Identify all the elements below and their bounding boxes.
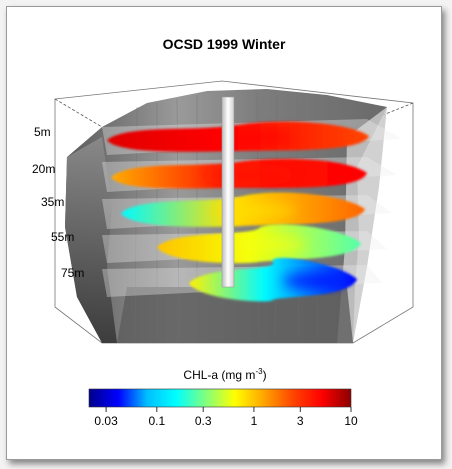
chl-layer-75m <box>189 258 357 302</box>
depth-label-20m: 20m <box>32 162 55 176</box>
figure-frame: OCSD 1999 Winter <box>6 6 442 460</box>
colorbar-ticks: 0.03 0.1 0.3 1 3 10 <box>94 407 358 428</box>
colorbar-tick-label: 0.1 <box>149 414 166 428</box>
depth-label-55m: 55m <box>51 230 74 244</box>
outfall-pipe <box>221 96 235 288</box>
chlorophyll-layers <box>107 121 369 302</box>
colorbar-title-sup: -3 <box>255 367 263 376</box>
depth-label-5m: 5m <box>34 125 51 139</box>
colorbar-tick-label: 1 <box>251 414 258 428</box>
colorbar-gradient <box>88 388 352 408</box>
colorbar-title-end: ) <box>263 368 267 382</box>
chl-hotspot-5m <box>200 132 296 144</box>
colorbar-title-main: CHL-a (mg m <box>183 368 255 382</box>
colorbar-tick-label: 10 <box>344 414 358 428</box>
depth-label-75m: 75m <box>61 266 84 280</box>
chl-hotspot-55m <box>232 237 306 253</box>
chl-hotspot-75m <box>282 273 344 289</box>
colorbar-tick-label: 0.3 <box>195 414 212 428</box>
colorbar: CHL-a (mg m-3) 0.03 0.1 0.3 1 3 10 <box>88 367 358 428</box>
colorbar-tick-label: 0.03 <box>94 414 118 428</box>
depth-labels: 5m 20m 35m 55m 75m <box>32 125 84 280</box>
chart-title: OCSD 1999 Winter <box>163 36 286 52</box>
colorbar-title: CHL-a (mg m-3) <box>183 367 266 382</box>
colorbar-tick-label: 3 <box>297 414 304 428</box>
chl-hotspot-20m <box>202 168 296 182</box>
chart-canvas: OCSD 1999 Winter <box>32 36 414 428</box>
depth-label-35m: 35m <box>41 195 64 209</box>
